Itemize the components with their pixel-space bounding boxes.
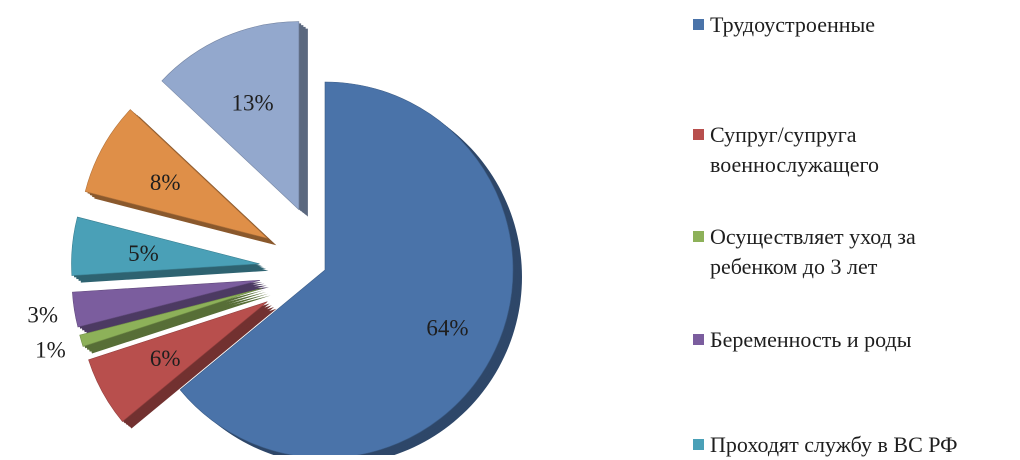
slice-value-label-4: 5% [128, 241, 159, 266]
slice-value-label-6: 13% [232, 91, 274, 116]
pie-slice-0 [179, 81, 514, 455]
pie-slice-6 [161, 21, 300, 211]
slice-value-label-5: 8% [150, 170, 181, 195]
slice-depth-2 [81, 290, 265, 349]
slice-depth-2 [88, 295, 271, 354]
slice-value-label-1: 6% [150, 346, 181, 371]
pie-slice-5 [84, 109, 268, 239]
slice-value-label-2: 1% [35, 338, 66, 363]
slice-depth-2 [84, 291, 267, 350]
slice-value-label-3: 3% [27, 303, 58, 328]
pie-slice-1 [88, 301, 268, 422]
pie-slice-2 [79, 288, 262, 347]
pie-slice-3 [72, 279, 261, 328]
pie-slice-4 [71, 216, 260, 276]
slice-value-label-0: 64% [426, 316, 468, 341]
slice-depth-2 [86, 293, 269, 352]
